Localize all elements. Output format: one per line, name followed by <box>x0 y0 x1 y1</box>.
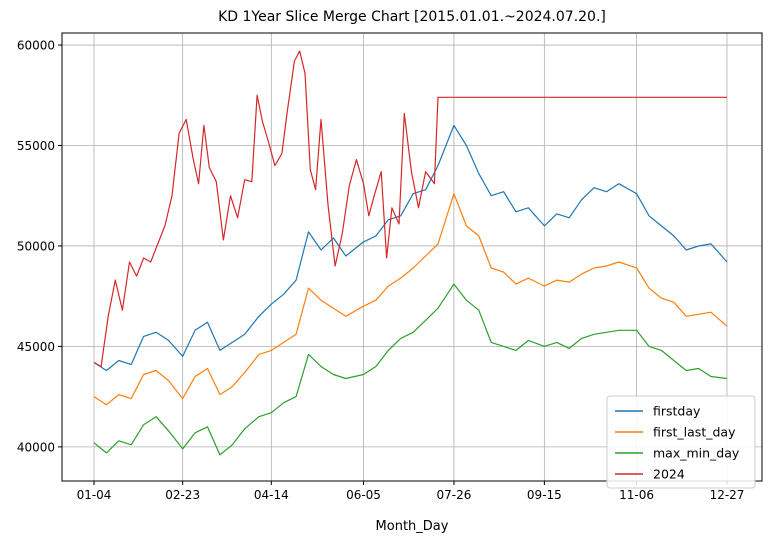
x-tick-label: 02-23 <box>165 488 200 502</box>
y-tick-label: 50000 <box>17 239 55 253</box>
legend-label: firstday <box>653 404 701 419</box>
y-tick-label: 40000 <box>17 440 55 454</box>
y-tick-label: 45000 <box>17 340 55 354</box>
y-tick-label: 60000 <box>17 39 55 53</box>
y-tick-label: 55000 <box>17 139 55 153</box>
legend-label: 2024 <box>653 467 685 482</box>
legend-label: max_min_day <box>653 446 740 461</box>
legend-label: first_last_day <box>653 425 736 440</box>
series-line-max-min-day <box>93 283 728 456</box>
x-tick-label: 09-15 <box>527 488 562 502</box>
axis-ticks: 40000 45000 50000 55000 60000 01-04 02-23 04-14… <box>17 39 745 502</box>
series-line-2024 <box>93 50 727 368</box>
x-tick-label: 01-04 <box>77 488 112 502</box>
x-tick-label: 07-26 <box>437 488 472 502</box>
plot-frame <box>61 32 763 482</box>
series-line-firstday <box>93 124 728 372</box>
series-layer <box>93 50 728 456</box>
x-tick-label: 04-14 <box>254 488 289 502</box>
x-tick-label: 11-06 <box>619 488 654 502</box>
grid <box>62 33 762 481</box>
chart-title: KD 1Year Slice Merge Chart [2015.01.01.~… <box>218 9 606 25</box>
series-line-first-last-day <box>93 193 728 406</box>
legend: firstday first_last_day max_min_day 2024 <box>606 395 756 489</box>
x-tick-label: 12-27 <box>710 488 745 502</box>
x-axis-label: Month_Day <box>376 519 449 534</box>
x-tick-label: 06-05 <box>346 488 381 502</box>
legend-box <box>606 395 756 489</box>
